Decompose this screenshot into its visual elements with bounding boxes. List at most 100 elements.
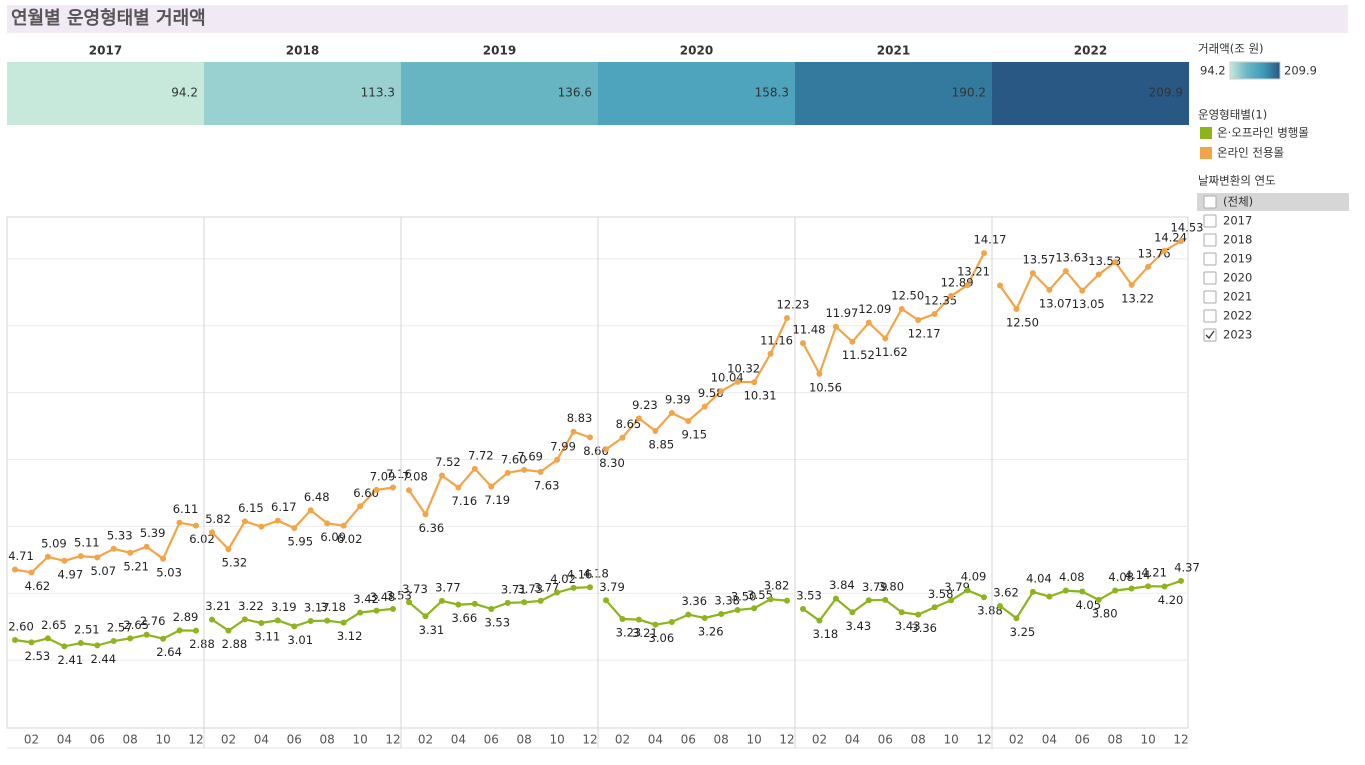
data-point bbox=[685, 611, 692, 618]
data-point bbox=[915, 611, 922, 618]
x-tick-label: 02 bbox=[812, 733, 827, 747]
x-tick-label: 06 bbox=[287, 733, 302, 747]
data-point bbox=[488, 483, 495, 490]
filter-option[interactable]: 2021 bbox=[1223, 290, 1252, 304]
filter-option[interactable]: (전체) bbox=[1223, 195, 1253, 209]
data-label: 4.71 bbox=[8, 549, 34, 563]
data-point bbox=[865, 597, 872, 604]
data-point bbox=[1062, 587, 1069, 594]
data-label: 4.37 bbox=[1174, 560, 1200, 574]
filter-checkbox[interactable] bbox=[1203, 328, 1217, 342]
data-label: 3.31 bbox=[419, 623, 445, 637]
x-tick-label: 10 bbox=[549, 733, 564, 747]
filter-option[interactable]: 2020 bbox=[1223, 271, 1252, 285]
data-point bbox=[603, 597, 609, 604]
x-tick-label: 12 bbox=[1173, 733, 1188, 747]
data-point bbox=[127, 549, 134, 556]
data-point bbox=[832, 595, 839, 602]
data-label: 6.02 bbox=[189, 532, 215, 546]
data-label: 7.08 bbox=[402, 470, 428, 484]
data-label: 4.04 bbox=[1026, 571, 1052, 585]
series-line bbox=[802, 252, 985, 377]
panel-year: 2019 bbox=[483, 44, 516, 58]
data-point bbox=[176, 627, 183, 634]
data-label: 5.21 bbox=[123, 559, 149, 573]
data-point bbox=[537, 597, 544, 604]
panel-year: 2020 bbox=[680, 44, 713, 58]
data-label: 12.50 bbox=[1006, 315, 1039, 329]
heat-cell bbox=[7, 62, 204, 125]
data-label: 5.07 bbox=[90, 564, 116, 578]
data-label: 3.21 bbox=[205, 599, 231, 613]
x-tick-label: 12 bbox=[976, 733, 991, 747]
data-point bbox=[94, 554, 101, 561]
data-label: 13.05 bbox=[1072, 297, 1105, 311]
data-point bbox=[438, 597, 445, 604]
data-label: 3.73 bbox=[517, 582, 543, 596]
data-point bbox=[110, 638, 117, 645]
data-label: 7.99 bbox=[550, 439, 576, 453]
data-point bbox=[1178, 577, 1184, 584]
data-label: 3.26 bbox=[698, 624, 724, 638]
data-label: 8.66 bbox=[583, 444, 609, 458]
data-label: 5.11 bbox=[74, 536, 100, 550]
heat-value: 113.3 bbox=[361, 86, 395, 100]
filter-checkbox[interactable] bbox=[1203, 252, 1217, 266]
data-point bbox=[209, 529, 215, 536]
legend-swatch bbox=[1200, 147, 1212, 159]
data-label: 4.21 bbox=[1141, 566, 1167, 580]
filter-checkbox[interactable] bbox=[1203, 195, 1217, 209]
data-point bbox=[471, 600, 478, 607]
filter-option[interactable]: 2017 bbox=[1223, 214, 1252, 228]
filter-checkbox[interactable] bbox=[1203, 290, 1217, 304]
data-label: 4.08 bbox=[1108, 570, 1134, 584]
filter-checkbox[interactable] bbox=[1203, 271, 1217, 285]
data-label: 11.48 bbox=[793, 323, 826, 337]
data-point bbox=[1128, 585, 1135, 592]
filter-option[interactable]: 2022 bbox=[1223, 309, 1252, 323]
data-label: 3.55 bbox=[747, 588, 773, 602]
series-line bbox=[999, 240, 1182, 312]
series-line bbox=[408, 430, 591, 517]
data-label: 2.64 bbox=[156, 645, 182, 659]
data-point bbox=[373, 486, 380, 493]
filter-option[interactable]: 2018 bbox=[1223, 233, 1252, 247]
data-point bbox=[635, 415, 642, 422]
filter-checkbox[interactable] bbox=[1203, 309, 1217, 323]
data-label: 10.32 bbox=[727, 361, 760, 375]
data-point bbox=[455, 601, 462, 608]
series-line bbox=[605, 317, 788, 451]
data-point bbox=[143, 631, 150, 638]
data-label: 13.07 bbox=[1039, 296, 1072, 310]
data-point bbox=[784, 314, 790, 321]
data-point bbox=[554, 456, 561, 463]
data-point bbox=[635, 616, 642, 623]
filter-option[interactable]: 2019 bbox=[1223, 252, 1252, 266]
data-label: 7.16 bbox=[452, 494, 478, 508]
data-point bbox=[1029, 270, 1036, 277]
data-label: 3.21 bbox=[632, 626, 658, 640]
data-point bbox=[685, 418, 692, 424]
data-label: 4.20 bbox=[1158, 593, 1184, 607]
data-label: 2.53 bbox=[25, 649, 51, 663]
filter-checkbox[interactable] bbox=[1203, 214, 1217, 228]
data-label: 13.63 bbox=[1055, 251, 1088, 265]
data-point bbox=[1046, 593, 1053, 600]
data-point bbox=[357, 503, 364, 510]
color-legend-min: 94.2 bbox=[1200, 64, 1226, 78]
data-label: 3.43 bbox=[895, 619, 921, 633]
data-point bbox=[619, 615, 626, 622]
filter-option[interactable]: 2023 bbox=[1223, 328, 1252, 342]
filter-checkbox[interactable] bbox=[1203, 233, 1217, 247]
legend-title: 운영형태별(1) bbox=[1198, 108, 1267, 122]
data-label: 8.85 bbox=[649, 438, 675, 452]
data-point bbox=[718, 388, 725, 395]
x-tick-label: 02 bbox=[24, 733, 39, 747]
series-line bbox=[14, 521, 197, 574]
data-point bbox=[898, 609, 905, 616]
x-tick-label: 04 bbox=[254, 733, 269, 747]
data-point bbox=[176, 519, 183, 526]
data-point bbox=[209, 616, 215, 623]
data-point bbox=[882, 596, 889, 603]
data-point bbox=[1046, 286, 1053, 293]
